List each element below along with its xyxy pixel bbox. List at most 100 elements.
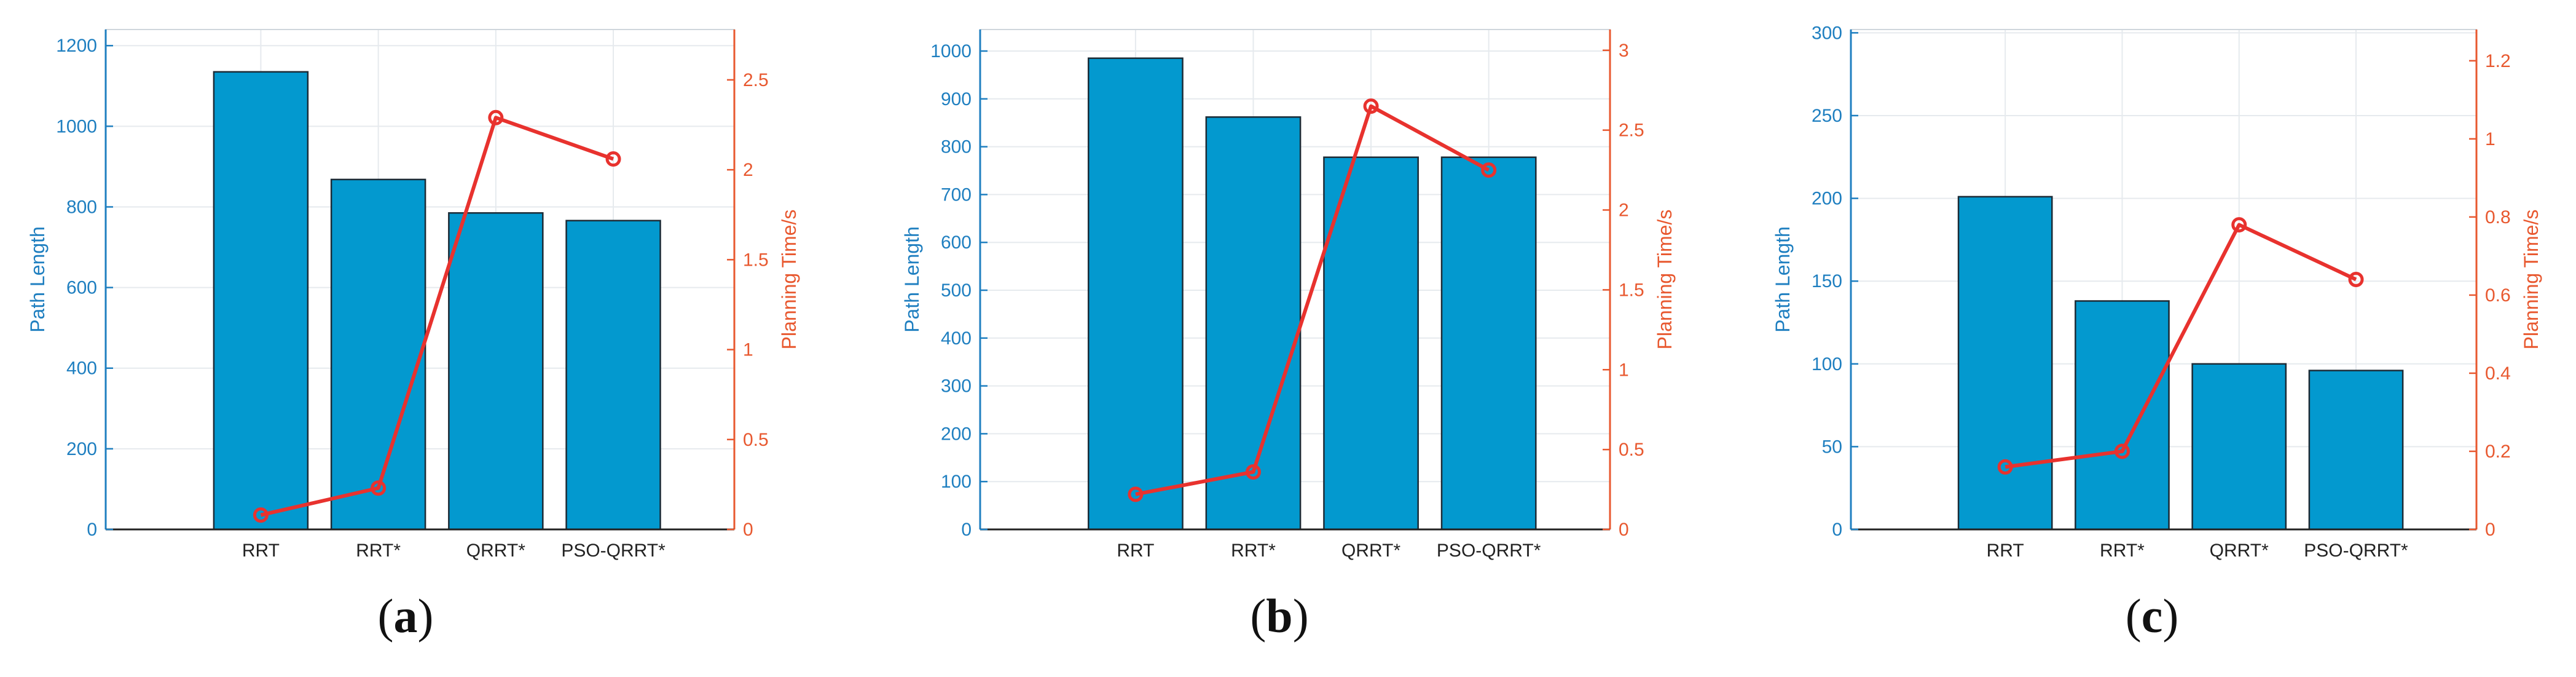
right-tick-label: 0.4 (2485, 363, 2511, 384)
planning-time-point-3 (488, 109, 504, 125)
planning-time-point-2 (1245, 464, 1261, 480)
planning-time-point-1 (1128, 486, 1144, 502)
y-axis-title: Path Length (901, 226, 923, 333)
left-tick-label: 600 (66, 278, 97, 298)
right-tick-label: 1 (2485, 129, 2496, 149)
right-tick-label: 0 (1619, 520, 1629, 540)
right-tick-label: 0.6 (2485, 285, 2511, 306)
bar-rrt (1957, 196, 2053, 531)
left-tick-label: 400 (941, 328, 972, 349)
x-tick-label: RRT* (2100, 540, 2145, 561)
left-tick-label: 150 (1812, 271, 1842, 291)
bar-rrt- (1205, 116, 1302, 531)
left-tick-label: 800 (66, 197, 97, 217)
right-tick-label: 3 (1619, 41, 1629, 61)
left-tick-label: 700 (941, 184, 972, 205)
left-tick-label: 1000 (930, 41, 972, 61)
x-tick-label: RRT (1987, 540, 2024, 561)
left-tick-label: 300 (941, 376, 972, 397)
x-tick-label: RRT* (1231, 540, 1276, 561)
right-tick-label: 0.5 (743, 430, 769, 450)
left-tick-label: 50 (1822, 437, 1842, 457)
panel-caption: (c) (2126, 589, 2179, 643)
left-tick-label: 800 (941, 137, 972, 157)
left-tick-label: 0 (87, 520, 97, 540)
left-tick-label: 500 (941, 280, 972, 301)
planning-time-point-3 (1363, 98, 1379, 114)
left-tick-label: 900 (941, 89, 972, 109)
right-tick-label: 0.5 (1619, 440, 1644, 460)
x-tick-label: QRRT* (1341, 540, 1400, 561)
planning-time-point-2 (371, 480, 387, 496)
right-tick-label: 1 (743, 340, 753, 360)
panel-caption: (a) (378, 589, 434, 643)
right-tick-label: 0.8 (2485, 207, 2511, 228)
right-tick-label: 2 (743, 160, 753, 180)
planning-time-point-3 (2231, 217, 2247, 233)
planning-time-point-4 (1481, 162, 1497, 178)
right-tick-label: 0 (2485, 520, 2496, 540)
planning-time-point-4 (605, 151, 621, 167)
x-tick-label: QRRT* (466, 540, 525, 561)
planning-time-point-1 (253, 507, 269, 523)
right-tick-label: 1 (1619, 360, 1629, 380)
bar-rrt (1088, 57, 1184, 531)
bar-rrt- (2075, 300, 2170, 531)
planning-time-line (260, 116, 615, 517)
right-tick-label: 0 (743, 520, 753, 540)
right-tick-label: 1.2 (2485, 51, 2511, 71)
bar-pso-qrrt- (1440, 156, 1537, 531)
bar-pso-qrrt- (565, 220, 661, 531)
left-tick-label: 300 (1812, 23, 1842, 43)
planning-time-point-1 (1997, 459, 2013, 475)
x-tick-label: RRT (242, 540, 280, 561)
planning-time-point-2 (2114, 443, 2130, 459)
left-tick-label: 400 (66, 358, 97, 379)
x-tick-label: RRT* (356, 540, 401, 561)
y2-axis-title: Planning Time/s (1654, 210, 1676, 350)
left-tick-label: 0 (961, 520, 972, 540)
right-tick-label: 2.5 (1619, 121, 1644, 141)
panel-caption-letter: a (394, 589, 418, 643)
right-tick-label: 1.5 (743, 250, 769, 270)
left-tick-label: 200 (941, 424, 972, 444)
left-tick-label: 1200 (56, 36, 97, 56)
x-tick-label: PSO-QRRT* (1437, 540, 1541, 561)
left-tick-label: 0 (1832, 520, 1842, 540)
y-axis-title: Path Length (1772, 226, 1794, 333)
y2-axis-title: Planning Time/s (2520, 210, 2542, 350)
left-tick-label: 250 (1812, 106, 1842, 126)
left-tick-label: 600 (941, 232, 972, 253)
planning-time-line (1135, 104, 1490, 496)
panel-caption-letter: c (2142, 589, 2163, 643)
left-tick-label: 1000 (56, 116, 97, 137)
left-tick-label: 100 (941, 472, 972, 492)
planning-time-line (2005, 223, 2357, 469)
left-tick-label: 100 (1812, 354, 1842, 374)
planning-time-point-4 (2348, 272, 2364, 287)
bar-rrt (213, 71, 309, 531)
x-tick-label: QRRT* (2210, 540, 2269, 561)
panel-caption: (b) (1250, 589, 1308, 643)
y2-axis-title: Planning Time/s (778, 210, 800, 350)
right-tick-label: 2 (1619, 200, 1629, 221)
right-tick-label: 0.2 (2485, 441, 2511, 462)
right-tick-label: 2.5 (743, 70, 769, 90)
chart-panel-b: 0 100 200 300 400 500 600 700 800 900 1000 0 0.5 1 1.5… (901, 29, 1676, 643)
left-tick-label: 200 (66, 439, 97, 459)
x-tick-label: PSO-QRRT* (561, 540, 666, 561)
left-tick-label: 200 (1812, 189, 1842, 209)
panel-caption-letter: b (1266, 589, 1292, 643)
right-tick-label: 1.5 (1619, 280, 1644, 300)
bar-pso-qrrt- (2308, 370, 2404, 531)
bar-qrrt- (2191, 363, 2287, 531)
chart-panel-c: 0 50 100 150 200 250 300 0 0.2 0.4 0.6 0.8 1 1.2 RRT RR… (1772, 23, 2542, 643)
bar-rrt- (330, 178, 426, 531)
y-axis-title: Path Length (26, 226, 49, 333)
chart-panel-a: 0 200 400 600 800 1000 1200 0 0.5 1 1.5 2 2.5 RRT RRT*… (26, 29, 800, 643)
bar-qrrt- (448, 212, 544, 531)
x-tick-label: RRT (1117, 540, 1154, 561)
bar-qrrt- (1323, 156, 1419, 531)
x-tick-label: PSO-QRRT* (2304, 540, 2408, 561)
